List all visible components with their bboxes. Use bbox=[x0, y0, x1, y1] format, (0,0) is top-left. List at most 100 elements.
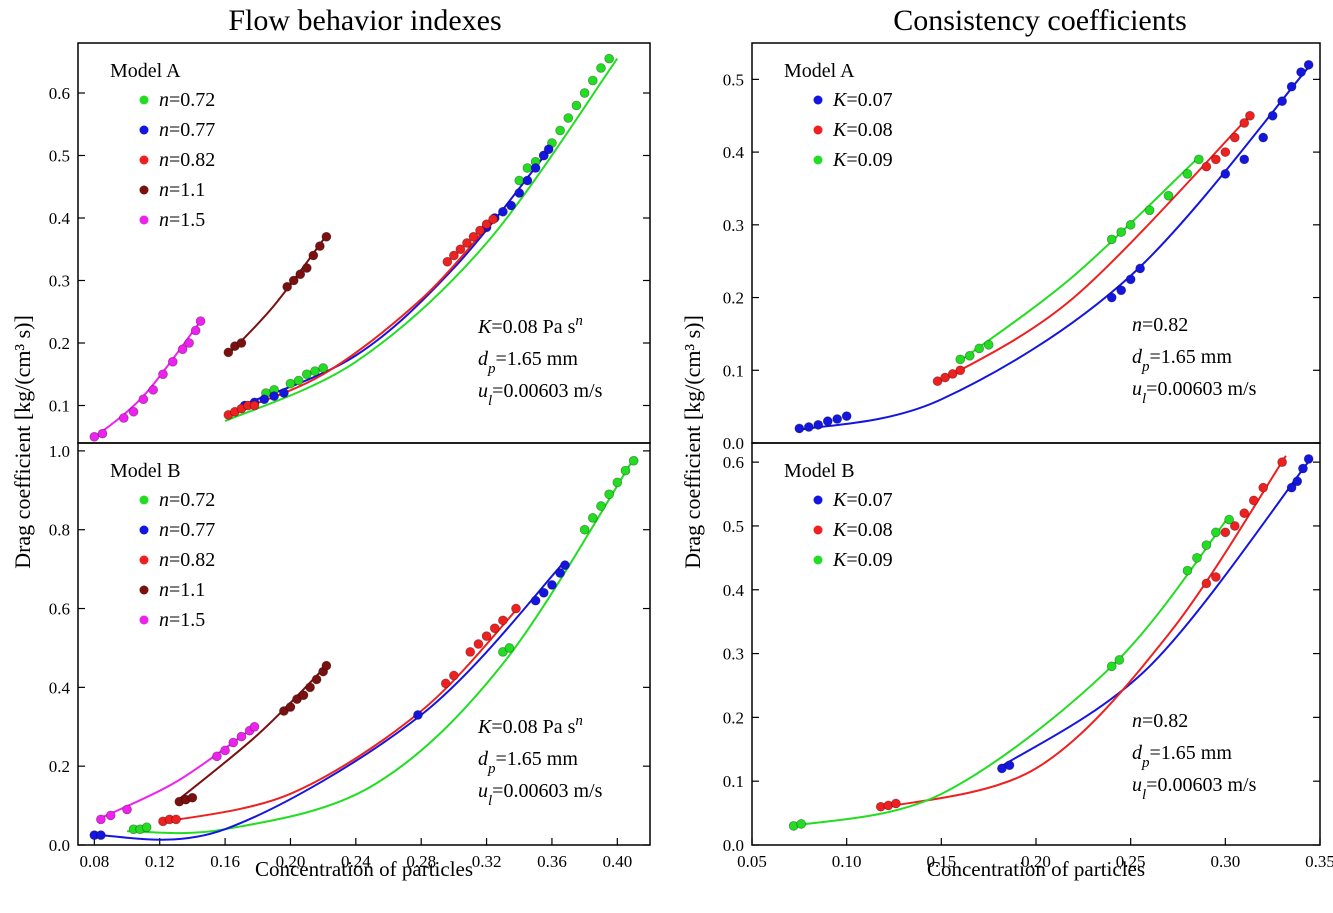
data-point bbox=[1164, 191, 1173, 200]
legend-label: K=0.09 bbox=[832, 549, 893, 571]
right-figure-title: Consistency coefficients bbox=[893, 4, 1187, 37]
y-tick-label: 0.2 bbox=[49, 757, 70, 776]
data-point bbox=[1005, 761, 1014, 770]
x-tick-label: 0.12 bbox=[145, 852, 175, 871]
data-point bbox=[1240, 509, 1249, 518]
data-point bbox=[168, 357, 177, 366]
data-point bbox=[965, 351, 974, 360]
data-point bbox=[96, 815, 105, 824]
data-point bbox=[1107, 662, 1116, 671]
annotation-line: ul=0.00603 m/s bbox=[478, 380, 603, 409]
legend-marker bbox=[814, 156, 823, 165]
data-point bbox=[588, 76, 597, 85]
data-point bbox=[123, 805, 132, 814]
x-axis-label: Concentration of particles bbox=[255, 857, 473, 881]
data-point bbox=[482, 632, 491, 641]
data-point bbox=[629, 456, 638, 465]
data-point bbox=[1202, 162, 1211, 171]
data-point bbox=[302, 370, 311, 379]
legend-label: n=1.5 bbox=[159, 609, 205, 631]
data-point bbox=[286, 703, 295, 712]
data-point bbox=[1249, 496, 1258, 505]
legend-label: n=0.72 bbox=[159, 489, 215, 511]
data-point bbox=[596, 502, 605, 511]
fit-curve bbox=[91, 321, 201, 440]
legend-label: K=0.07 bbox=[832, 489, 893, 511]
y-tick-label: 0.1 bbox=[49, 397, 70, 416]
data-point bbox=[823, 417, 832, 426]
y-tick-label: 0.3 bbox=[49, 272, 70, 291]
data-point bbox=[547, 580, 556, 589]
y-tick-label: 0.3 bbox=[723, 216, 744, 235]
y-tick-label: 0.1 bbox=[723, 361, 744, 380]
x-tick-label: 0.40 bbox=[602, 852, 632, 871]
legend-label: K=0.07 bbox=[832, 89, 893, 111]
data-point bbox=[1298, 464, 1307, 473]
x-tick-label: 0.16 bbox=[210, 852, 240, 871]
data-point bbox=[523, 176, 532, 185]
data-point bbox=[1230, 133, 1239, 142]
y-tick-label: 0.5 bbox=[723, 70, 744, 89]
data-point bbox=[310, 367, 319, 376]
data-point bbox=[975, 344, 984, 353]
data-point bbox=[185, 339, 194, 348]
data-point bbox=[1240, 155, 1249, 164]
data-point bbox=[1183, 566, 1192, 575]
y-tick-label: 0.4 bbox=[723, 143, 745, 162]
data-point bbox=[1107, 293, 1116, 302]
data-point bbox=[1293, 477, 1302, 486]
y-tick-label: 0.6 bbox=[723, 453, 744, 472]
chart-right-bottom: 0.00.10.20.30.40.50.60.05 0.10 0.15 0.20 0.2… bbox=[723, 443, 1333, 881]
data-point bbox=[956, 366, 965, 375]
chart-left-top: 0.1 0.2 0.3 0.4 0.5 0.6 Model A n=0.72 n=0.77 n=0… bbox=[49, 43, 650, 443]
data-point bbox=[1245, 111, 1254, 120]
data-point bbox=[315, 242, 324, 251]
data-point bbox=[523, 164, 532, 173]
annotation-line: n=0.82 bbox=[1132, 314, 1188, 336]
data-point bbox=[1194, 155, 1203, 164]
data-point bbox=[544, 145, 553, 154]
y-tick-label: 0.5 bbox=[723, 517, 744, 536]
data-point bbox=[588, 513, 597, 522]
data-point bbox=[515, 176, 524, 185]
legend-label: n=0.77 bbox=[159, 119, 215, 141]
legend-label: n=0.82 bbox=[159, 149, 215, 171]
data-point bbox=[1145, 206, 1154, 215]
data-point bbox=[556, 126, 565, 135]
x-tick-label: 0.30 bbox=[1210, 852, 1240, 871]
y-tick-label: 0.0 bbox=[723, 434, 744, 453]
data-point bbox=[474, 640, 483, 649]
data-point bbox=[1278, 97, 1287, 106]
y-tick-label: 0.2 bbox=[49, 334, 70, 353]
annotation-line: dp=1.65 mm bbox=[1132, 346, 1232, 375]
y-tick-label: 0.4 bbox=[723, 581, 745, 600]
data-point bbox=[270, 392, 279, 401]
chart-left-bottom: 0.00.20.40.60.81.00.08 0.12 0.16 0.20 0.24 0.… bbox=[49, 442, 650, 881]
data-point bbox=[229, 738, 238, 747]
y-tick-label: 0.6 bbox=[49, 84, 70, 103]
legend-marker bbox=[140, 186, 149, 195]
data-point bbox=[1268, 111, 1277, 120]
legend-marker bbox=[814, 496, 823, 505]
legend-label: n=0.72 bbox=[159, 89, 215, 111]
data-point bbox=[580, 525, 589, 534]
data-point bbox=[1278, 458, 1287, 467]
data-point bbox=[1221, 528, 1230, 537]
data-point bbox=[322, 232, 331, 241]
data-point bbox=[511, 604, 520, 613]
data-point bbox=[605, 54, 614, 63]
data-point bbox=[299, 691, 308, 700]
data-point bbox=[891, 799, 900, 808]
data-point bbox=[449, 671, 458, 680]
legend-marker bbox=[140, 216, 149, 225]
data-point bbox=[1259, 133, 1268, 142]
panel-subtitle: Model B bbox=[110, 460, 181, 482]
data-point bbox=[572, 101, 581, 110]
x-tick-label: 0.32 bbox=[472, 852, 502, 871]
y-tick-label: 0.6 bbox=[49, 600, 70, 619]
legend-marker bbox=[140, 616, 149, 625]
data-point bbox=[237, 732, 246, 741]
y-tick-label: 0.3 bbox=[723, 645, 744, 664]
data-point bbox=[498, 616, 507, 625]
legend-marker bbox=[140, 526, 149, 535]
